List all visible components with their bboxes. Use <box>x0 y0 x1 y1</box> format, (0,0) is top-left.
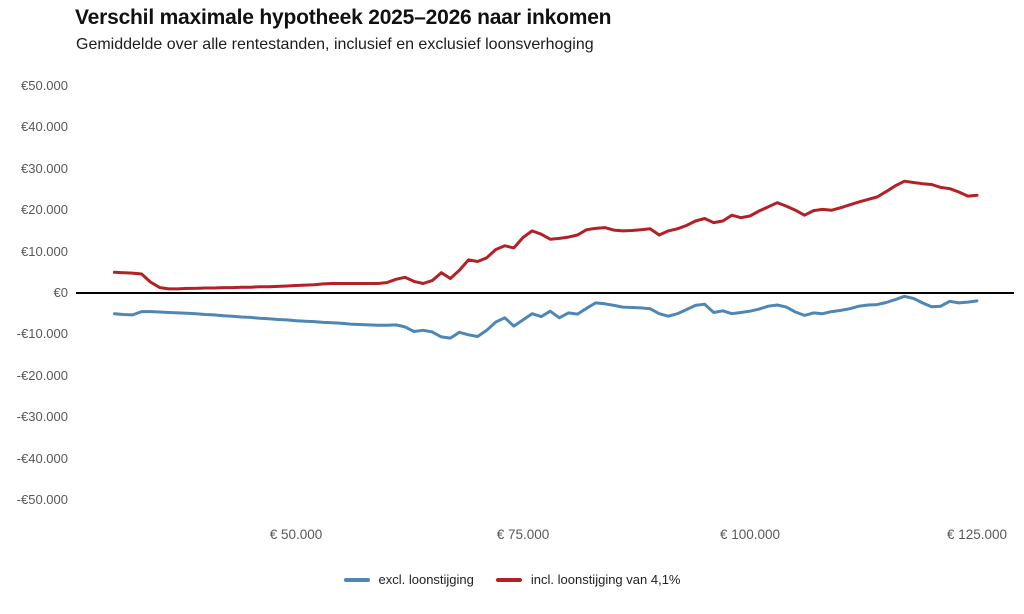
legend-item-excl-loonstijging: excl. loonstijging <box>343 572 474 587</box>
y-axis-tick-label: €20.000 <box>21 202 68 218</box>
x-axis-tick-label: € 125.000 <box>946 527 1008 542</box>
y-axis-tick-label: €50.000 <box>21 78 68 93</box>
x-axis-tick-label: € 50.000 <box>269 527 323 542</box>
legend-label-incl: incl. loonstijging van 4,1% <box>530 572 681 587</box>
chart-title: Verschil maximale hypotheek 2025–2026 na… <box>75 6 612 29</box>
series-line-incl <box>112 179 979 291</box>
y-axis-tick-label: €40.000 <box>21 119 68 135</box>
chart-subtitle: Gemiddelde over alle rentestanden, inclu… <box>76 36 594 53</box>
y-axis-tick-label: -€40.000 <box>16 450 68 466</box>
legend-swatch-incl <box>495 577 522 582</box>
y-axis-tick-label: €30.000 <box>21 160 68 176</box>
x-axis-tick-label: € 75.000 <box>496 527 550 542</box>
series-line-excl <box>112 294 979 340</box>
y-axis-tick-label: -€50.000 <box>16 492 68 507</box>
y-axis-tick-label: -€30.000 <box>16 409 68 425</box>
legend-swatch-excl <box>343 577 370 582</box>
legend-item-incl-loonstijging: incl. loonstijging van 4,1% <box>495 572 681 587</box>
y-axis-tick-label: -€10.000 <box>16 326 68 342</box>
y-axis-tick-label: -€20.000 <box>16 367 68 383</box>
legend: excl. loonstijging incl. loonstijging van… <box>0 572 1024 587</box>
y-axis-tick-label: €10.000 <box>21 243 68 259</box>
y-axis-tick-label: €0 <box>53 285 68 300</box>
legend-label-excl: excl. loonstijging <box>378 572 474 587</box>
x-axis-tick-label: € 100.000 <box>719 527 781 542</box>
